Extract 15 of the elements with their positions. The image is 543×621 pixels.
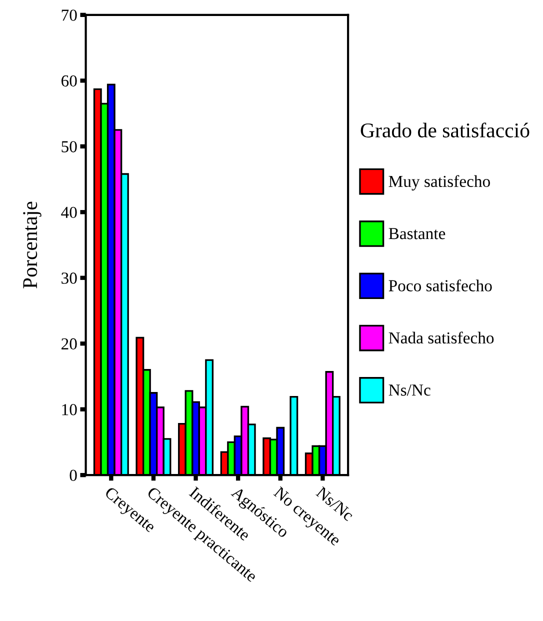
legend-label: Bastante	[388, 228, 446, 240]
y-axis-title: Porcentaje	[23, 202, 42, 288]
y-tick-label: 30	[62, 272, 77, 284]
y-tick-label: 60	[62, 75, 77, 87]
y-tick-label: 20	[62, 338, 77, 350]
legend-label: Muy satisfecho	[388, 175, 490, 190]
y-tick-label: 50	[62, 141, 77, 152]
legend-label: Poco satisfecho	[388, 279, 492, 292]
y-tick-label: 10	[62, 404, 77, 416]
legend-label: Nada satisfecho	[388, 332, 494, 344]
y-tick-label: 70	[62, 10, 77, 21]
legend-title: Grado de satisfacció	[360, 122, 530, 138]
y-tick-label: 40	[61, 206, 77, 218]
legend-label: Ns/Nc	[388, 384, 430, 396]
y-tick-label: 0	[70, 470, 77, 482]
